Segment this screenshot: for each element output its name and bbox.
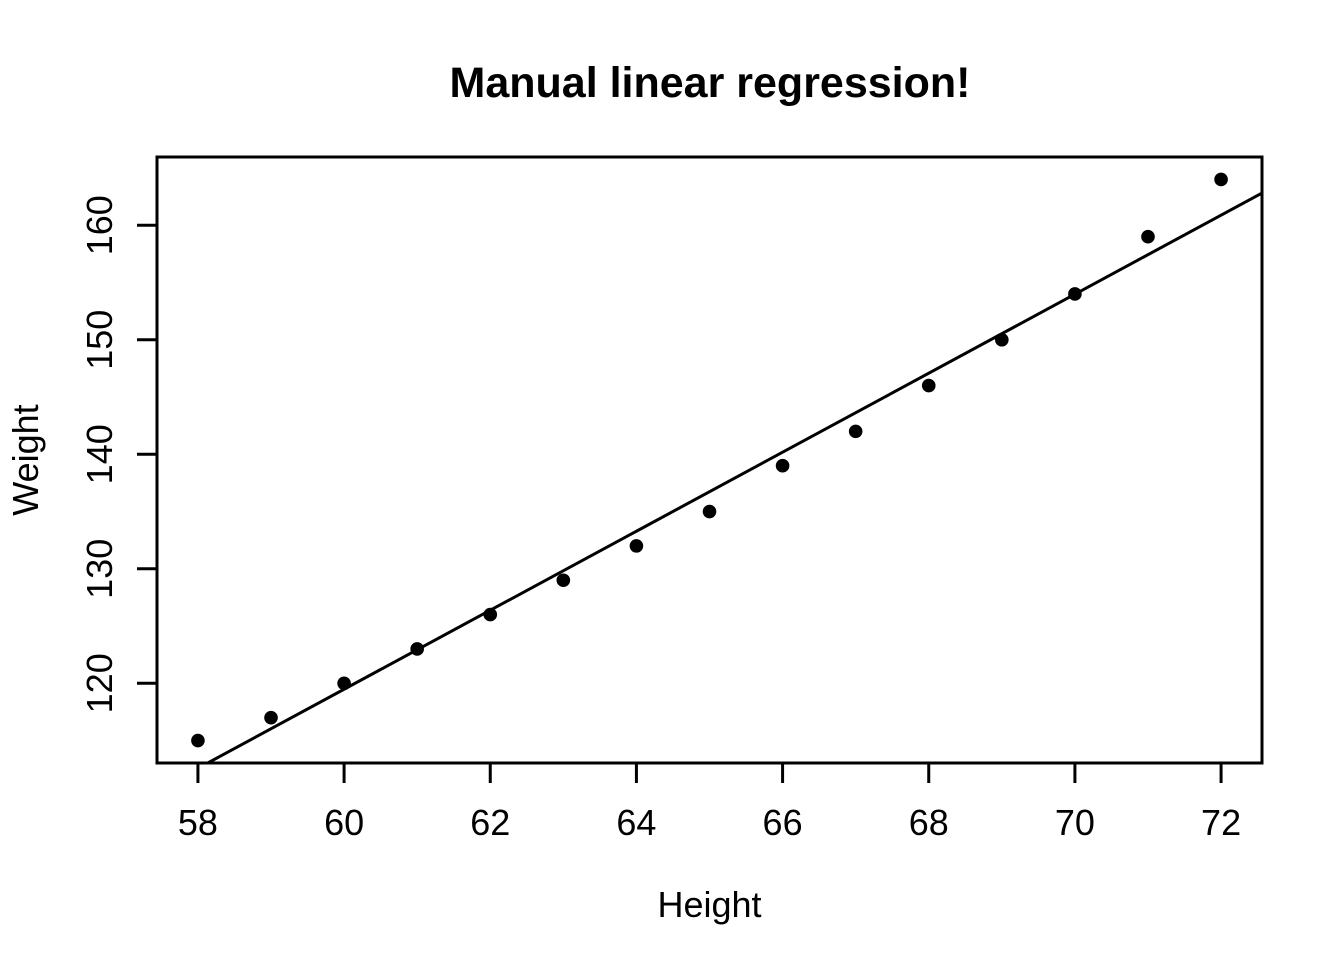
data-point [1214, 172, 1228, 187]
regression-line [204, 191, 1262, 763]
y-tick-label: 130 [79, 539, 120, 599]
y-axis-label: Weight [5, 404, 46, 515]
data-point [702, 504, 717, 519]
data-point [483, 607, 498, 622]
data-point [337, 676, 351, 691]
chart-title: Manual linear regression! [450, 59, 971, 107]
x-tick-label: 58 [178, 802, 218, 843]
x-axis-label: Height [657, 884, 761, 925]
x-axis: 58 60 62 64 66 68 70 72 [178, 763, 1241, 843]
data-point [1141, 229, 1155, 244]
data-point [775, 458, 790, 473]
plot-border [155, 155, 1264, 765]
data-points-group [191, 172, 1228, 748]
data-point [921, 378, 936, 393]
data-point [264, 710, 278, 725]
data-point [410, 642, 424, 656]
x-tick-label: 60 [324, 802, 364, 843]
data-point [191, 733, 205, 748]
x-tick-label: 70 [1055, 802, 1095, 843]
x-tick-label: 66 [763, 802, 803, 843]
y-tick-label: 160 [79, 195, 120, 255]
y-tick-label: 150 [79, 310, 120, 370]
y-tick-label: 140 [79, 424, 120, 484]
x-tick-label: 68 [909, 802, 949, 843]
fit-line-group [204, 191, 1262, 763]
data-point [995, 332, 1009, 347]
y-axis: 120 130 140 150 160 [79, 195, 157, 713]
x-tick-label: 72 [1201, 802, 1241, 843]
data-point [629, 539, 644, 553]
y-tick-label: 120 [79, 653, 120, 713]
x-tick-label: 62 [470, 802, 510, 843]
data-point [1068, 287, 1082, 301]
x-tick-label: 64 [616, 802, 656, 843]
data-point [848, 424, 863, 439]
data-point [556, 573, 571, 588]
